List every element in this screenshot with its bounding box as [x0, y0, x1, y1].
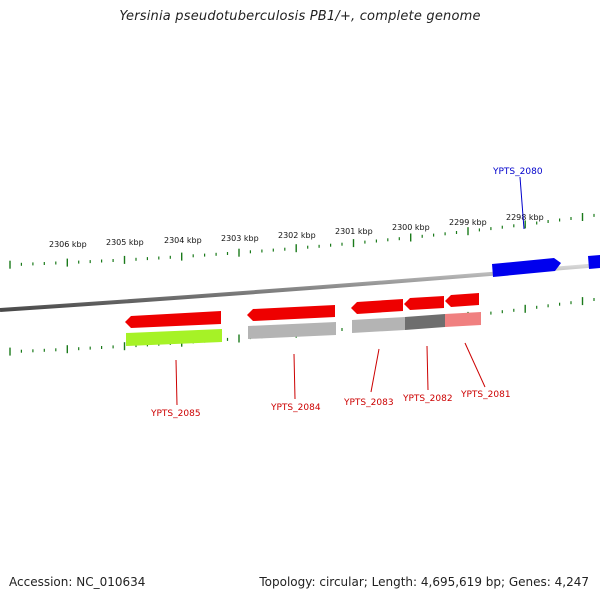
cog-category-bars	[126, 312, 481, 346]
cog-bar-YPTS_2081	[445, 312, 481, 327]
accession-text: Accession: NC_010634	[9, 575, 146, 589]
tick-label-2299: 2299 kbp	[449, 218, 487, 227]
tick-label-2298: 2298 kbp	[506, 213, 544, 222]
leader-YPTS_2083	[370, 348, 380, 393]
tick-label-2301: 2301 kbp	[335, 227, 373, 236]
tick-label-2303: 2303 kbp	[221, 234, 259, 243]
cog-bar-YPTS_2084	[248, 322, 336, 339]
leader-YPTS_2085	[175, 359, 178, 406]
tick-label-2306: 2306 kbp	[49, 240, 87, 249]
gene-arrow-YPTS_2082[interactable]	[404, 296, 444, 310]
gene-label-YPTS_2082[interactable]: YPTS_2082	[402, 394, 453, 404]
genome-title: Yersinia pseudotuberculosis PB1/+, compl…	[119, 9, 481, 24]
gene-arrow-YPTS_2080[interactable]	[492, 258, 561, 277]
leader-YPTS_2081	[464, 342, 486, 388]
tick-label-2305: 2305 kbp	[106, 238, 144, 247]
forward-strand-genes	[492, 255, 600, 277]
leader-YPTS_2084	[293, 353, 296, 400]
gene-arrow-YPTS_2084[interactable]	[247, 305, 335, 321]
gene-arrow-YPTS_2081[interactable]	[445, 293, 479, 307]
leader-YPTS_2080	[519, 176, 525, 230]
gene-label-YPTS_2081[interactable]: YPTS_2081	[460, 390, 511, 400]
kbp-labels: 2306 kbp 2305 kbp 2304 kbp 2303 kbp 2302…	[49, 213, 544, 249]
tick-label-2304: 2304 kbp	[164, 236, 202, 245]
leader-YPTS_2082	[426, 345, 429, 391]
tick-label-2302: 2302 kbp	[278, 231, 316, 240]
gene-label-YPTS_2083[interactable]: YPTS_2083	[343, 398, 394, 408]
cog-bar-YPTS_2083	[352, 317, 405, 333]
cog-bar-YPTS_2085	[126, 329, 222, 346]
reverse-strand-genes	[125, 293, 479, 328]
tick-label-2300: 2300 kbp	[392, 223, 430, 232]
gene-label-YPTS_2084[interactable]: YPTS_2084	[270, 403, 321, 413]
outer-tick-row	[9, 213, 595, 269]
topology-text: Topology: circular; Length: 4,695,619 bp…	[259, 575, 589, 589]
gene-label-YPTS_2080[interactable]: YPTS_2080	[492, 167, 543, 177]
gene-arrow-offscreen[interactable]	[588, 255, 600, 269]
gene-arrow-YPTS_2085[interactable]	[125, 311, 221, 328]
gene-arrow-YPTS_2083[interactable]	[351, 299, 403, 314]
cog-bar-YPTS_2082	[405, 314, 445, 330]
gene-label-YPTS_2085[interactable]: YPTS_2085	[150, 409, 201, 419]
gene-labels: YPTS_2080 YPTS_2085 YPTS_2084 YPTS_2083 …	[150, 167, 543, 419]
label-leader-lines	[175, 176, 525, 406]
